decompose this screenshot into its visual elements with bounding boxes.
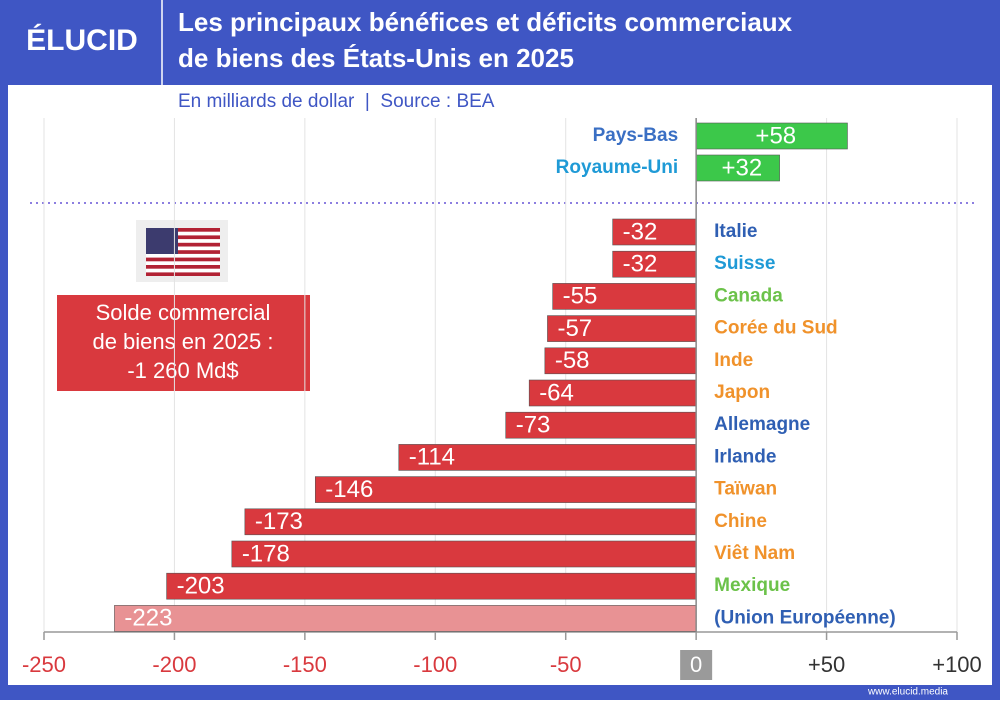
annotation: de biens en 2025 : bbox=[92, 329, 273, 354]
bar bbox=[231, 540, 697, 568]
x-tick-label: 0 bbox=[690, 652, 702, 677]
value-label: +58 bbox=[755, 122, 796, 149]
value-label: +32 bbox=[722, 154, 763, 181]
value-label: -57 bbox=[557, 315, 592, 342]
category-label: Japon bbox=[714, 382, 770, 403]
bar bbox=[552, 283, 697, 310]
value-label: -114 bbox=[409, 444, 455, 471]
bar bbox=[612, 250, 697, 278]
category-label: Inde bbox=[714, 350, 753, 371]
bar bbox=[528, 379, 697, 407]
category-label: Viêt Nam bbox=[714, 543, 795, 564]
chart-title: Les principaux bénéfices et déficits com… bbox=[178, 7, 793, 37]
category-label: Chine bbox=[714, 511, 767, 532]
annotation-box bbox=[57, 295, 310, 391]
category-label: Italie bbox=[714, 221, 757, 242]
subtitle: En milliards de dollar | Source : BEA bbox=[178, 91, 495, 112]
value-label: -223 bbox=[124, 605, 172, 632]
logo: ÉLUCID bbox=[26, 23, 138, 57]
x-tick-label: -150 bbox=[283, 652, 327, 677]
category-label: Corée du Sud bbox=[714, 318, 838, 339]
value-label: -146 bbox=[325, 476, 373, 503]
x-tick-label: +100 bbox=[932, 652, 982, 677]
value-label: -203 bbox=[177, 573, 225, 600]
bar bbox=[314, 476, 697, 503]
bar bbox=[505, 411, 697, 439]
x-tick-label: +50 bbox=[808, 652, 845, 677]
bar bbox=[166, 572, 697, 600]
value-label: -32 bbox=[623, 251, 658, 278]
x-tick-label: -50 bbox=[550, 652, 582, 677]
bar bbox=[695, 154, 780, 182]
footer: www.elucid.media bbox=[867, 687, 948, 698]
category-label: Canada bbox=[714, 285, 783, 306]
category-label: Suisse bbox=[714, 253, 775, 274]
value-label: -32 bbox=[623, 218, 658, 245]
annotation: Solde commercial bbox=[96, 300, 271, 325]
bar bbox=[244, 508, 697, 536]
category-label: Pays-Bas bbox=[593, 125, 679, 146]
x-tick-label: -250 bbox=[22, 652, 66, 677]
bar bbox=[398, 444, 697, 471]
value-label: -55 bbox=[563, 283, 598, 310]
value-label: -64 bbox=[539, 379, 574, 406]
x-tick-label: -100 bbox=[413, 652, 457, 677]
zero-label-box bbox=[680, 650, 713, 680]
category-label: Mexique bbox=[714, 575, 790, 596]
value-label: -173 bbox=[255, 508, 303, 535]
value-label: -58 bbox=[555, 347, 590, 374]
bar bbox=[547, 315, 697, 342]
category-label: (Union Européenne) bbox=[714, 607, 896, 628]
x-tick-label: -200 bbox=[152, 652, 196, 677]
bar bbox=[114, 605, 697, 632]
value-label: -73 bbox=[516, 412, 551, 439]
chart-title: de biens des États-Unis en 2025 bbox=[178, 43, 574, 73]
us-flag bbox=[136, 220, 228, 282]
bar bbox=[612, 218, 697, 246]
value-label: -178 bbox=[242, 540, 290, 567]
category-label: Irlande bbox=[714, 446, 776, 467]
category-label: Royaume-Uni bbox=[556, 157, 678, 178]
category-label: Taïwan bbox=[714, 479, 777, 500]
category-label: Allemagne bbox=[714, 414, 810, 435]
annotation: -1 260 Md$ bbox=[127, 358, 238, 383]
bar bbox=[544, 347, 697, 375]
